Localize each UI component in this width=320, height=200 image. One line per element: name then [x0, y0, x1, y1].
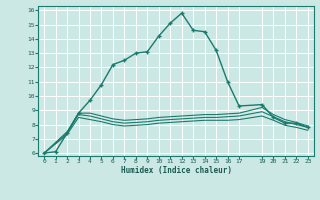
X-axis label: Humidex (Indice chaleur): Humidex (Indice chaleur) [121, 166, 231, 175]
